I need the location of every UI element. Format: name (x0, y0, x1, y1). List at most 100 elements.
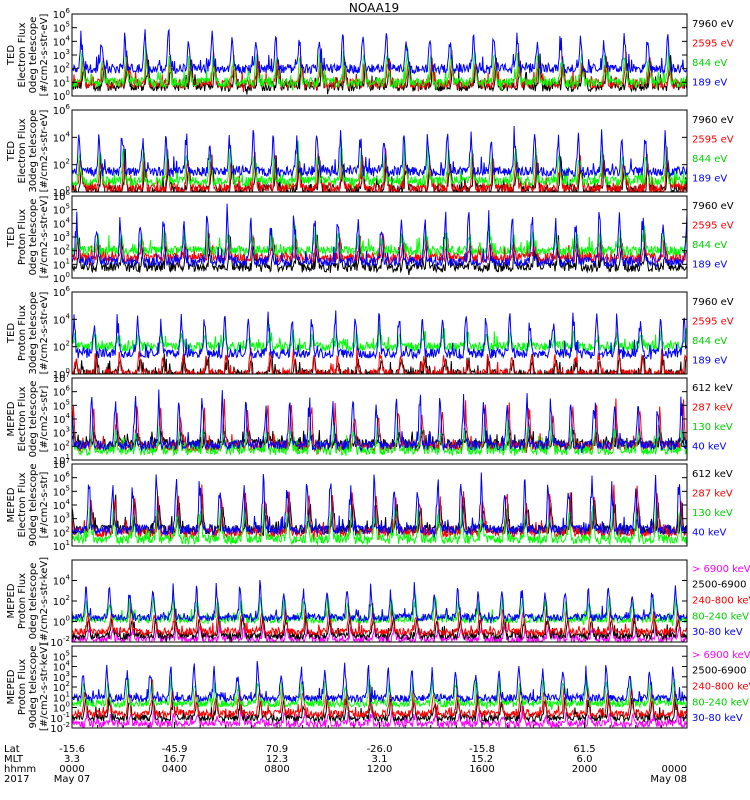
y-axis-label: TEDElectron Flux0deg telescope[#/cm2-s-s… (6, 14, 50, 97)
y-tick-label: 103 (53, 230, 70, 244)
y-tick-label: 102 (53, 525, 70, 539)
series-line-1-1 (72, 53, 687, 95)
x-tick-label: 0400 (162, 764, 187, 775)
y-axis-label: TEDElectron Flux30deg telescope[#/cm2-s-… (6, 109, 50, 192)
legend-entry: 844 eV (692, 154, 727, 165)
series-line-2-4 (72, 125, 687, 179)
legend-entry: 2595 eV (692, 38, 734, 49)
y-tick-label: 104 (53, 130, 71, 144)
y-axis-label: MEPEDProton Flux0deg telescope[#/cm2-s-s… (6, 557, 50, 645)
legend-entry: 240-800 keV (692, 595, 750, 606)
legend-entry: 40 keV (692, 441, 726, 452)
x-row-label: hhmm (4, 764, 36, 775)
x-tick-label: -45.9 (162, 744, 188, 755)
panel-frame (71, 291, 688, 375)
x-tick-label: -15.6 (59, 744, 85, 755)
x-tick-label: May 07 (54, 774, 91, 785)
series-line-8-3 (72, 679, 687, 721)
series-line-8-5 (72, 660, 687, 704)
y-tick-label: 106 (53, 285, 71, 299)
figure-title: NOAA19 (349, 1, 399, 15)
legend-entry: 30-80 keV (692, 713, 743, 724)
y-tick-label: 100 (53, 615, 70, 629)
y-tick-label: 105 (53, 203, 70, 217)
series-line-5-4 (72, 389, 687, 453)
y-tick-label: 104 (53, 312, 71, 326)
x-tick-label: 3.3 (64, 754, 80, 765)
series-line-6-3 (72, 501, 687, 546)
y-tick-label: 102 (53, 439, 70, 453)
series-line-6-4 (72, 472, 687, 538)
y-axis-label: MEPEDElectron Flux90deg telescope[#/cm2-… (6, 463, 50, 546)
y-axis-label: MEPEDProton Flux90deg telescope[#/cm2-s-… (6, 643, 50, 731)
x-tick-label: 1200 (367, 764, 392, 775)
legend-entry: 7960 eV (692, 201, 734, 212)
y-tick-label: 106 (53, 103, 71, 117)
y-tick-label: 106 (53, 189, 71, 203)
legend-entry: 189 eV (692, 259, 727, 270)
legend-entry: 189 eV (692, 173, 727, 184)
y-tick-label: 102 (53, 340, 70, 354)
series-line-8-2 (72, 691, 687, 724)
legend-entry: 240-800 keV (692, 681, 750, 692)
x-tick-label: 6.0 (577, 754, 593, 765)
legend-entry: 7960 eV (692, 19, 734, 30)
x-tick-label: 0800 (264, 764, 289, 775)
y-tick-label: 107 (53, 371, 70, 385)
y-tick-label: 105 (53, 484, 70, 498)
series-line-1-4 (72, 28, 687, 75)
y-tick-label: 107 (53, 457, 70, 471)
legend-entry: 7960 eV (692, 297, 734, 308)
series-line-1-3 (72, 42, 687, 91)
y-axis-label: TEDProton Flux0deg telescope[#/cm2-s-str… (6, 196, 50, 279)
y-tick-label: 100 (53, 271, 70, 285)
y-tick-label: 105 (53, 398, 70, 412)
y-tick-label: 104 (53, 34, 71, 48)
y-tick-label: 104 (53, 574, 71, 588)
y-axis-label: MEPEDElectron Flux0deg telescope[#/cm2-s… (6, 381, 50, 458)
x-row-label: Lat (4, 744, 20, 755)
series-line-5-3 (72, 413, 687, 457)
legend-entry: 844 eV (692, 240, 727, 251)
series-line-4-4 (72, 310, 687, 360)
y-tick-label: 104 (53, 498, 71, 512)
x-tick-label: 12.3 (266, 754, 288, 765)
x-tick-label: 1600 (469, 764, 494, 775)
legend-entry: 287 keV (692, 488, 733, 499)
y-tick-label: 104 (53, 412, 71, 426)
x-tick-label: 3.1 (372, 754, 388, 765)
x-tick-label: -26.0 (367, 744, 393, 755)
y-tick-label: 10-2 (50, 635, 70, 649)
legend-entry: 612 keV (692, 383, 733, 394)
series-line-7-5 (72, 579, 687, 624)
legend-entry: 2500-6900 (692, 666, 747, 677)
legend-entry: 189 eV (692, 77, 727, 88)
legend-entry: 30-80 keV (692, 627, 743, 638)
legend-entry: 287 keV (692, 402, 733, 413)
y-tick-label: 103 (53, 426, 70, 440)
x-tick-label: May 08 (650, 774, 687, 785)
x-tick-label: 0000 (59, 764, 84, 775)
y-tick-label: 101 (53, 539, 70, 553)
legend-entry: 2595 eV (692, 316, 734, 327)
legend-entry: 7960 eV (692, 115, 734, 126)
legend-entry: 2595 eV (692, 134, 734, 145)
series-line-2-3 (72, 140, 687, 190)
x-tick-label: 61.5 (573, 744, 595, 755)
x-tick-label: 16.7 (163, 754, 185, 765)
y-tick-label: 105 (53, 21, 70, 35)
y-tick-label: 102 (53, 62, 70, 76)
series-line-7-4 (72, 594, 687, 626)
y-tick-label: 103 (53, 48, 70, 62)
y-tick-label: 104 (53, 216, 71, 230)
x-tick-label: 0000 (662, 764, 687, 775)
legend-entry: 130 keV (692, 422, 733, 433)
